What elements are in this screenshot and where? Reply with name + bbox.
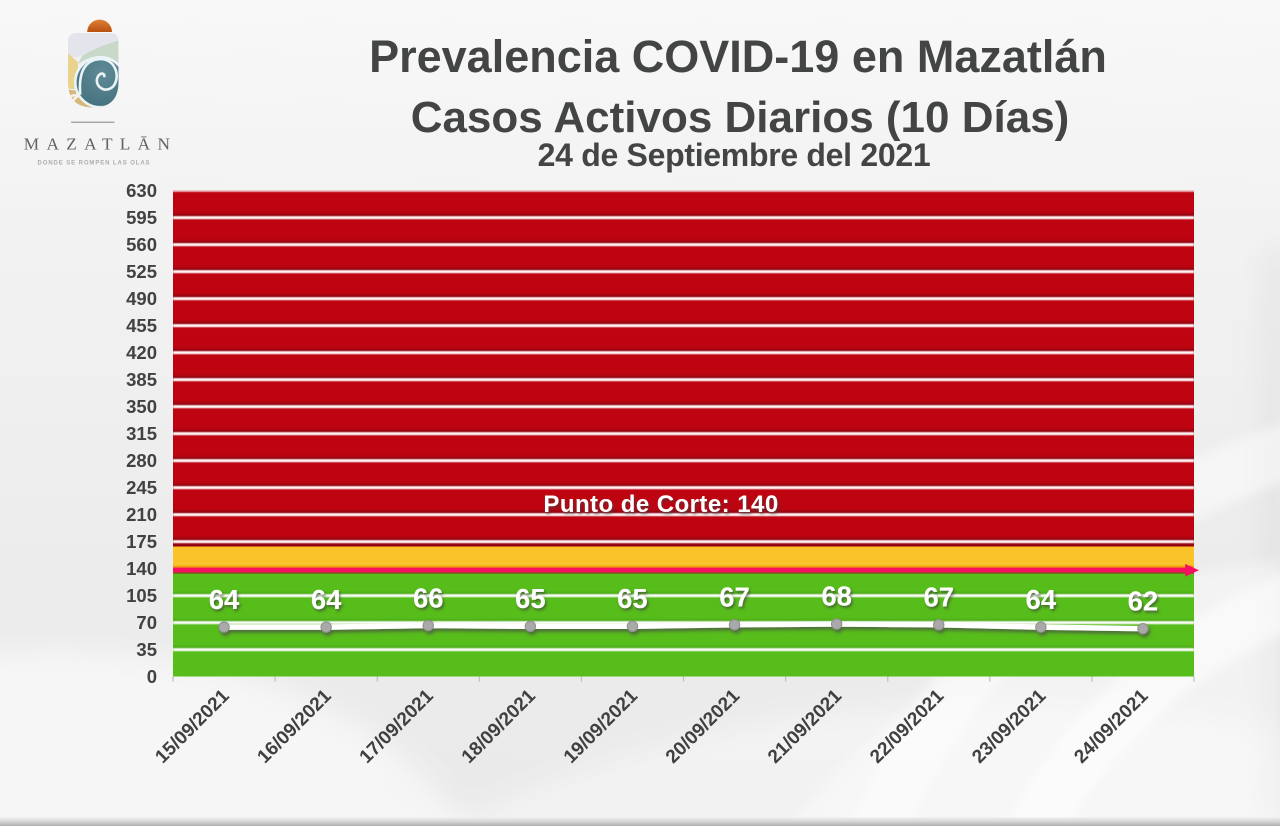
svg-text:630: 630 [126,180,157,201]
svg-text:64: 64 [1026,584,1057,615]
svg-text:21/09/2021: 21/09/2021 [764,685,846,767]
svg-text:560: 560 [126,234,157,255]
svg-text:15/09/2021: 15/09/2021 [151,685,233,767]
svg-text:65: 65 [617,583,648,614]
svg-text:67: 67 [923,582,954,613]
svg-text:595: 595 [126,207,157,228]
svg-text:70: 70 [136,612,157,633]
svg-text:385: 385 [126,369,157,390]
svg-text:16/09/2021: 16/09/2021 [254,685,336,767]
svg-text:525: 525 [126,261,157,282]
svg-text:18/09/2021: 18/09/2021 [458,685,540,767]
svg-text:455: 455 [126,315,157,336]
svg-text:17/09/2021: 17/09/2021 [356,685,438,767]
svg-text:23/09/2021: 23/09/2021 [968,685,1050,767]
svg-text:420: 420 [126,342,157,363]
svg-text:0: 0 [147,666,157,687]
svg-text:315: 315 [126,423,157,444]
svg-text:20/09/2021: 20/09/2021 [662,685,744,767]
svg-text:MAZATLĀN: MAZATLĀN [24,135,177,154]
svg-text:64: 64 [209,584,240,615]
svg-text:350: 350 [126,396,157,417]
svg-text:62: 62 [1128,585,1159,616]
svg-text:175: 175 [126,531,157,552]
svg-text:DONDE SE ROMPEN LAS OLAS: DONDE SE ROMPEN LAS OLAS [38,160,151,166]
svg-text:280: 280 [126,450,157,471]
svg-text:Punto de Corte: 140: Punto de Corte: 140 [543,491,778,518]
svg-text:66: 66 [413,582,444,613]
svg-text:24/09/2021: 24/09/2021 [1070,685,1152,767]
svg-text:140: 140 [126,558,157,579]
svg-text:22/09/2021: 22/09/2021 [866,685,948,767]
svg-text:210: 210 [126,504,157,525]
svg-text:64: 64 [311,584,342,615]
svg-text:105: 105 [126,585,157,606]
svg-text:490: 490 [126,288,157,309]
svg-text:245: 245 [126,477,157,498]
svg-text:67: 67 [719,582,750,613]
svg-text:65: 65 [515,583,546,614]
svg-text:19/09/2021: 19/09/2021 [560,685,642,767]
svg-text:68: 68 [821,581,852,612]
svg-text:35: 35 [136,639,157,660]
